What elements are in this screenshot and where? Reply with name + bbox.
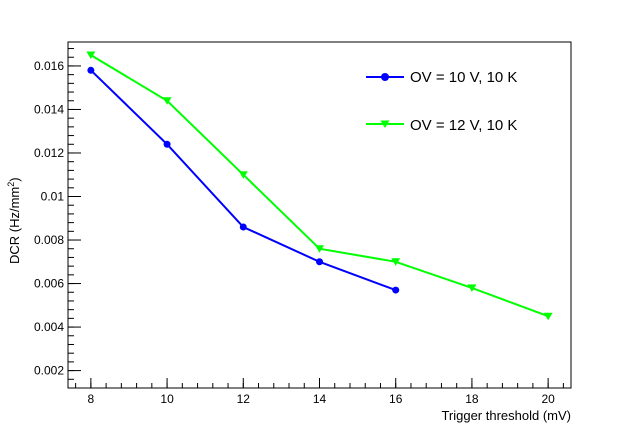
x-tick-label: 14 [313,392,327,406]
x-tick-label: 8 [88,392,95,406]
x-tick-label: 20 [541,392,555,406]
legend-entry-2: OV = 12 V, 10 K [366,117,517,134]
y-axis-title: DCR (Hz/mm2) [6,177,22,264]
plot-frame [67,41,572,389]
series-2-point [543,312,553,321]
y-tick-label: 0.016 [34,59,64,73]
series-2-point [391,258,401,266]
legend-label-1: OV = 10 V, 10 K [410,69,517,86]
series-2-line [90,54,549,318]
y-axis-title-main: DCR (Hz/mm [7,187,22,264]
series-1-point [87,66,95,74]
legend-label-2: OV = 12 V, 10 K [410,117,517,134]
y-tick-label: 0.014 [34,102,64,116]
series-2-point [238,171,248,179]
series-2-point [86,51,96,60]
y-tick-label: 0.01 [41,190,65,204]
y-tick-label: 0.002 [34,364,64,378]
y-tick-label: 0.012 [34,146,64,160]
x-tick-label: 18 [465,392,479,406]
x-tick-label: 10 [160,392,174,406]
series-2-point [162,97,172,105]
y-tick-label: 0.004 [34,320,64,334]
legend: OV = 10 V, 10 K OV = 12 V, 10 K [366,69,517,134]
series-1-point [239,223,247,231]
legend-entry-1: OV = 10 V, 10 K [366,69,517,86]
y-tick-label: 0.008 [34,233,64,247]
series-2-point [467,284,477,292]
legend-marker-2 [380,120,390,128]
series-2-point [315,245,324,253]
series-1-line [90,69,397,292]
y-axis-title-sup: 2 [6,182,16,187]
y-axis-ticks: 0.002 0.004 0.006 0.008 0.01 0.012 0.014 0.016 [34,48,81,389]
series-1-point [163,140,171,148]
series-1-point [392,286,400,294]
y-axis-title-tail: ) [7,177,22,181]
series-1-point [316,258,323,266]
x-tick-label: 16 [389,392,403,406]
legend-marker-1 [381,73,389,81]
x-tick-label: 12 [237,392,251,406]
y-tick-label: 0.006 [34,277,64,291]
x-axis-ticks: 8 10 12 14 16 18 20 [75,378,564,406]
x-axis-title: Trigger threshold (mV) [441,408,571,423]
series-layer [86,51,553,321]
